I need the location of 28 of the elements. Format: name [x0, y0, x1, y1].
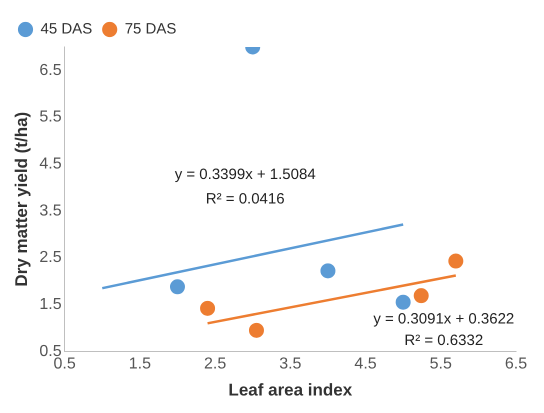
x-tick-label: 2.5 — [204, 355, 226, 372]
annotation: y = 0.3399x + 1.5084 — [174, 166, 316, 183]
x-tick-label: 5.5 — [430, 355, 452, 372]
legend-label: 45 DAS — [40, 20, 92, 38]
point — [248, 322, 264, 338]
point — [320, 263, 336, 278]
point — [414, 288, 429, 304]
x-tick-label: 6.5 — [504, 355, 528, 372]
annotation: R² = 0.6332 — [404, 332, 484, 349]
point — [448, 254, 464, 269]
y-tick-label: 2.5 — [39, 249, 62, 266]
point — [200, 300, 216, 316]
x-tick-label: 0.5 — [54, 355, 76, 372]
annotation: R² = 0.0416 — [206, 190, 285, 208]
x-tick-label: 1.5 — [128, 355, 152, 372]
y-axis-title: Dry matter yield (t/ha) — [12, 112, 31, 287]
y-tick-label: 1.5 — [39, 296, 62, 313]
x-tick-label: 3.5 — [279, 355, 302, 372]
y-tick-label: 6.5 — [39, 62, 62, 79]
annotation: y = 0.3091x + 0.3622 — [373, 310, 514, 328]
point — [170, 279, 185, 294]
y-tick-label: 4.5 — [39, 155, 62, 172]
x-axis-title: Leaf area index — [228, 380, 353, 400]
x-tick-label: 4.5 — [354, 355, 377, 372]
legend-label: 75 DAS — [124, 20, 176, 38]
y-tick-label: 5.5 — [39, 108, 62, 126]
point — [396, 294, 411, 310]
y-tick-label: 3.5 — [39, 202, 62, 220]
